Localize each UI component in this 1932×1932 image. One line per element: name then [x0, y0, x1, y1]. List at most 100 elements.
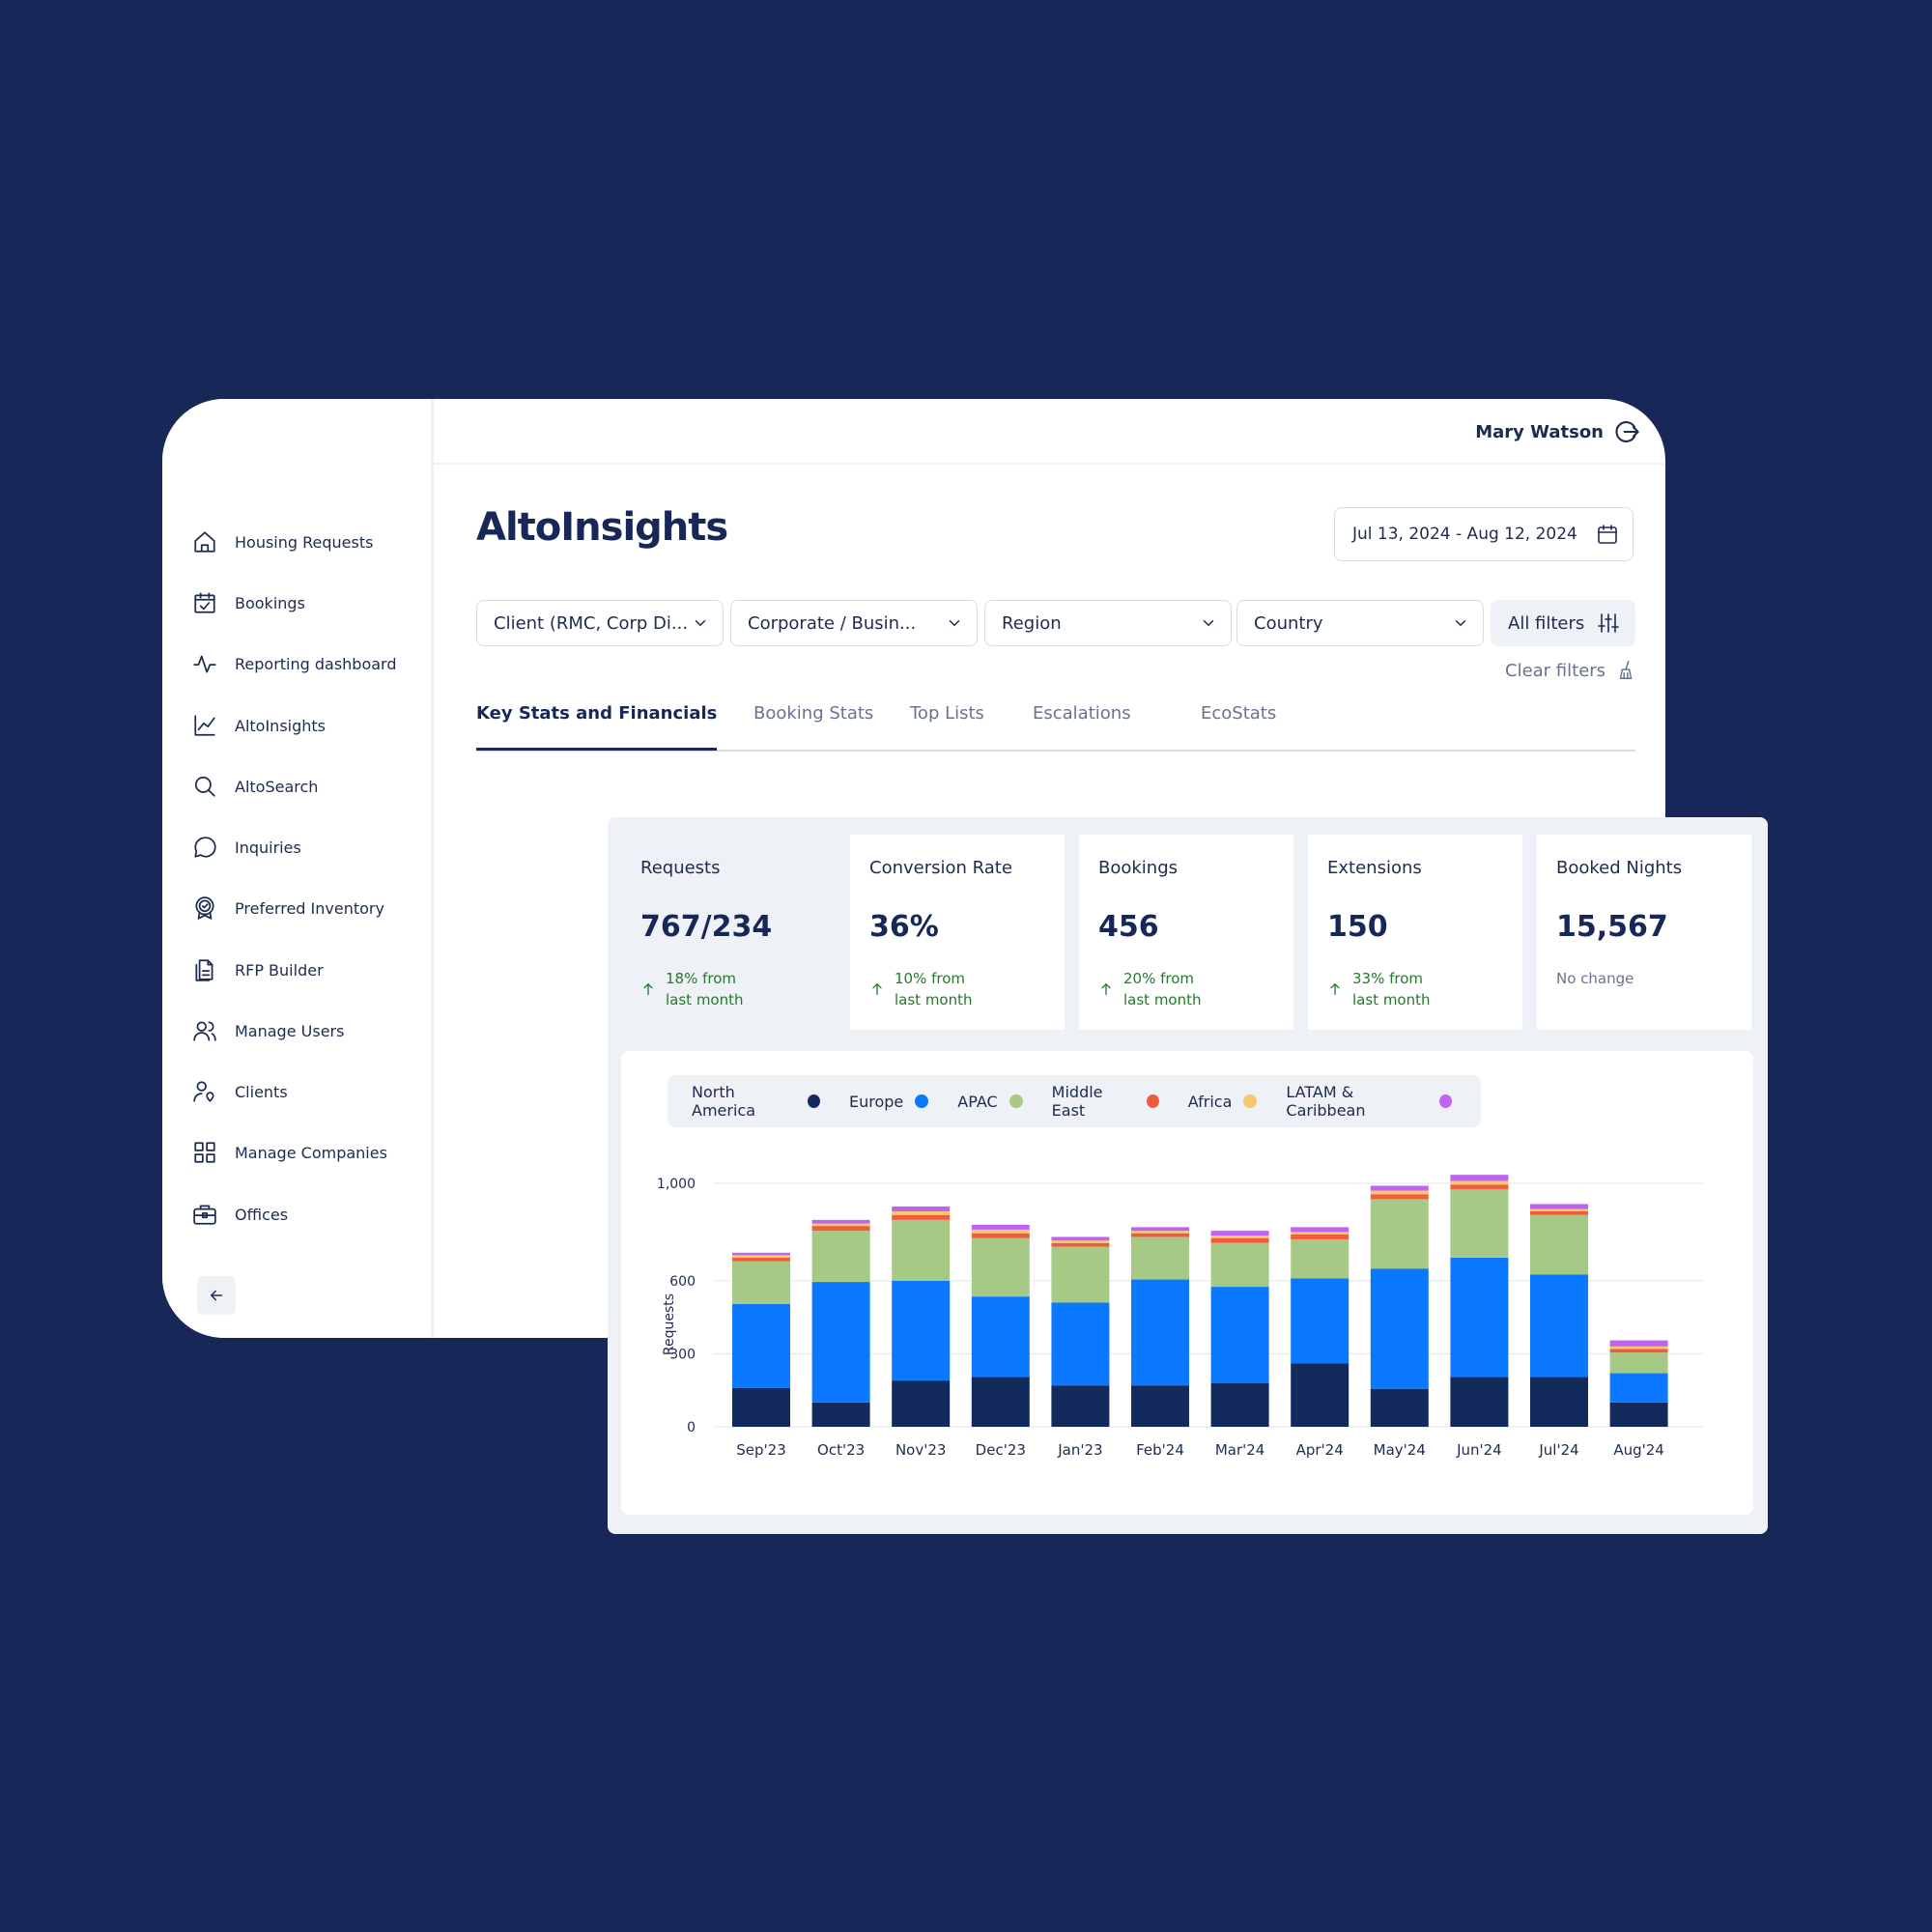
- bar-segment: [892, 1280, 951, 1381]
- x-tick-label: Jun'24: [1456, 1441, 1502, 1459]
- bar-segment: [1131, 1231, 1189, 1234]
- legend-item[interactable]: North America: [692, 1083, 820, 1120]
- bar-segment: [1210, 1242, 1269, 1288]
- x-tick-label: Sep'23: [736, 1441, 785, 1459]
- sliders-icon: [1598, 613, 1619, 633]
- bar-segment: [1210, 1287, 1269, 1383]
- bar-segment: [1291, 1238, 1350, 1279]
- bar-segment: [1609, 1346, 1668, 1350]
- bar-segment: [811, 1226, 870, 1232]
- users-icon: [191, 1017, 218, 1044]
- bar-segment: [1450, 1175, 1509, 1181]
- sidebar-item-offices[interactable]: Offices: [191, 1195, 288, 1234]
- chart-legend: North America Europe APAC Middle East Africa…: [668, 1075, 1481, 1127]
- sidebar-item-manage-companies[interactable]: Manage Companies: [191, 1133, 387, 1172]
- x-tick-label: Jan'23: [1057, 1441, 1102, 1459]
- bar-segment: [732, 1303, 790, 1388]
- bar-segment: [1450, 1377, 1509, 1427]
- sidebar-item-label: Manage Companies: [235, 1143, 387, 1162]
- bar-segment: [1131, 1236, 1189, 1280]
- date-range-picker[interactable]: Jul 13, 2024 - Aug 12, 2024: [1334, 507, 1634, 561]
- search-icon: [191, 773, 218, 800]
- stat-value: 36%: [869, 910, 939, 944]
- home-icon: [191, 528, 218, 555]
- legend-label: APAC: [957, 1092, 998, 1111]
- all-filters-button[interactable]: All filters: [1491, 600, 1635, 646]
- tab-top-lists[interactable]: Top Lists: [910, 703, 984, 724]
- x-tick-label: Nov'23: [895, 1441, 947, 1459]
- legend-dot: [915, 1094, 929, 1108]
- sidebar-item-preferred-inventory[interactable]: Preferred Inventory: [191, 889, 384, 927]
- bar-segment: [811, 1231, 870, 1283]
- bar-segment: [811, 1282, 870, 1403]
- bar-segment: [1051, 1246, 1110, 1303]
- sidebar-item-label: Housing Requests: [235, 532, 374, 552]
- bar-segment: [1609, 1349, 1668, 1353]
- sidebar-item-manage-users[interactable]: Manage Users: [191, 1011, 344, 1050]
- chevron-down-icon: [949, 620, 960, 626]
- bar-segment: [1450, 1180, 1509, 1185]
- bar-segment: [1210, 1237, 1269, 1243]
- user-menu[interactable]: Mary Watson: [1475, 418, 1640, 445]
- bar-segment: [1609, 1402, 1668, 1427]
- tab-bar: Key Stats and Financials Booking Stats T…: [476, 703, 1635, 752]
- bar-segment: [1609, 1352, 1668, 1374]
- bar-segment: [892, 1206, 951, 1211]
- sidebar-item-clients[interactable]: Clients: [191, 1072, 288, 1111]
- corporate-filter-select[interactable]: Corporate / Busin...: [730, 600, 978, 646]
- bar-segment: [732, 1261, 790, 1304]
- legend-item[interactable]: Middle East: [1052, 1083, 1159, 1120]
- chevron-down-icon: [695, 620, 706, 626]
- arrow-up-icon: [872, 983, 882, 995]
- page-title: AltoInsights: [476, 505, 728, 550]
- tab-escalations[interactable]: Escalations: [1033, 703, 1131, 724]
- arrow-up-icon: [643, 983, 653, 995]
- sidebar: Housing Requests Bookings Reporting dash…: [162, 399, 434, 1338]
- sidebar-item-rfp-builder[interactable]: RFP Builder: [191, 951, 324, 989]
- sidebar-item-bookings[interactable]: Bookings: [191, 583, 305, 622]
- legend-dot: [807, 1094, 820, 1108]
- stat-change-line2: last month: [1123, 991, 1202, 1009]
- region-filter-select[interactable]: Region: [984, 600, 1232, 646]
- sidebar-item-inquiries[interactable]: Inquiries: [191, 828, 301, 867]
- legend-item[interactable]: APAC: [957, 1092, 1023, 1111]
- country-filter-select[interactable]: Country: [1236, 600, 1484, 646]
- bar-segment: [1131, 1227, 1189, 1232]
- legend-label: Middle East: [1051, 1083, 1103, 1120]
- tab-booking-stats[interactable]: Booking Stats: [753, 703, 874, 724]
- legend-item[interactable]: Africa: [1188, 1093, 1258, 1111]
- stat-label: Conversion Rate: [869, 858, 1012, 878]
- sidebar-item-housing-requests[interactable]: Housing Requests: [191, 523, 373, 561]
- stat-change: No change: [1556, 968, 1634, 989]
- logout-icon[interactable]: [1613, 418, 1640, 445]
- x-tick-label: Apr'24: [1296, 1441, 1344, 1459]
- stat-card-conversion-rate: Conversion Rate 36% 10% from last month: [850, 835, 1065, 1030]
- legend-item[interactable]: LATAM & Caribbean: [1286, 1083, 1452, 1120]
- sidebar-item-altoinsights[interactable]: AltoInsights: [191, 706, 326, 745]
- stat-label: Booked Nights: [1556, 858, 1683, 878]
- clear-filters-link[interactable]: Clear filters: [1505, 660, 1636, 681]
- legend-label: Europe: [849, 1092, 904, 1111]
- collapse-sidebar-button[interactable]: [197, 1276, 236, 1315]
- bar-segment: [971, 1224, 1030, 1230]
- stat-value: 456: [1098, 910, 1159, 944]
- x-tick-label: Aug'24: [1613, 1441, 1664, 1459]
- bar-segment: [971, 1229, 1030, 1234]
- tab-ecostats[interactable]: EcoStats: [1201, 703, 1277, 724]
- x-tick-label: Feb'24: [1136, 1441, 1184, 1459]
- bar-segment: [1291, 1232, 1350, 1235]
- bar-segment: [1530, 1274, 1588, 1378]
- tab-key-stats-and-financials[interactable]: Key Stats and Financials: [476, 703, 718, 751]
- stat-change-line2: last month: [1352, 991, 1431, 1009]
- sidebar-item-reporting-dashboard[interactable]: Reporting dashboard: [191, 644, 397, 683]
- bar-segment: [1291, 1363, 1350, 1427]
- bar-segment: [1370, 1199, 1429, 1269]
- legend-dot: [1009, 1094, 1023, 1108]
- legend-item[interactable]: Europe: [849, 1092, 929, 1111]
- client-filter-select[interactable]: Client (RMC, Corp Di...: [476, 600, 724, 646]
- calendar-check-icon: [191, 589, 218, 616]
- clear-filters-label: Clear filters: [1505, 660, 1606, 681]
- sidebar-item-label: Manage Users: [235, 1021, 345, 1040]
- sidebar-item-altosearch[interactable]: AltoSearch: [191, 767, 318, 806]
- requests-chart-card: North America Europe APAC Middle East Africa…: [621, 1051, 1753, 1515]
